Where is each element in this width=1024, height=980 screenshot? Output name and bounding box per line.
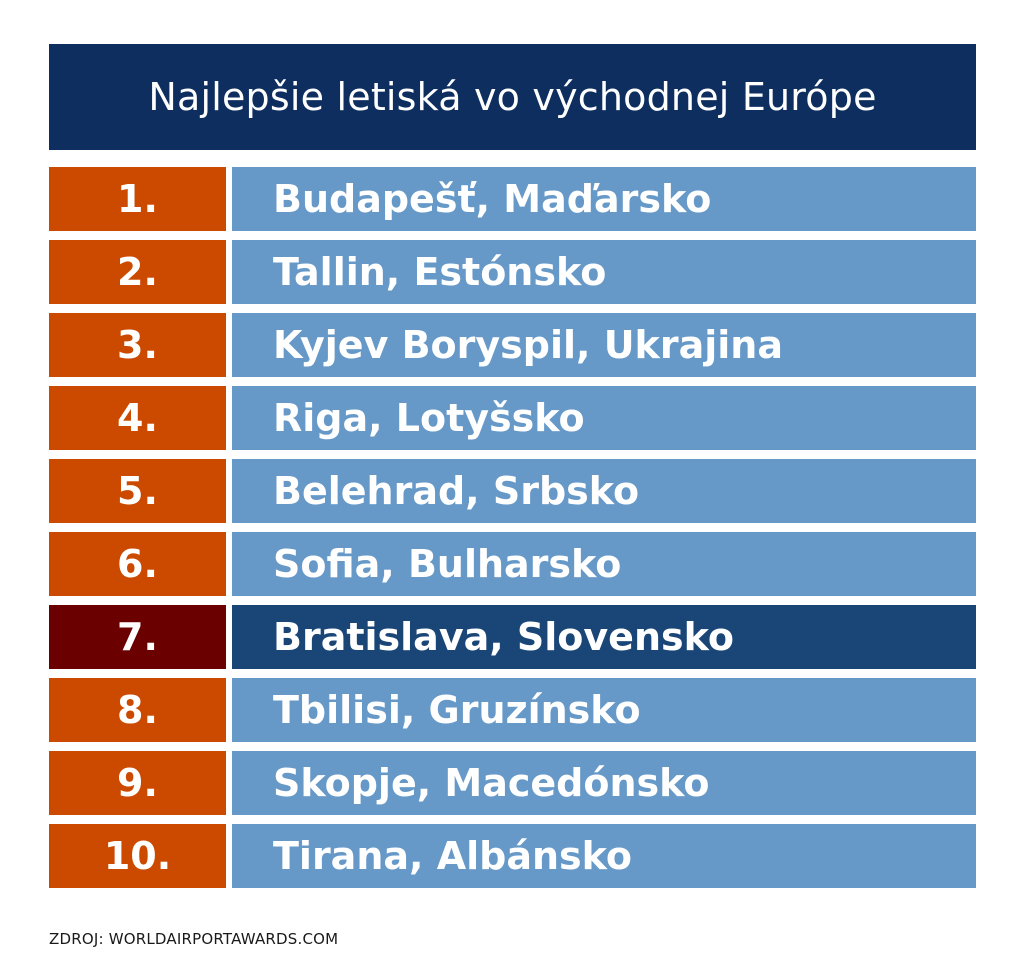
airport-cell: Riga, Lotyšsko [232, 386, 976, 450]
airport-cell: Belehrad, Srbsko [232, 459, 976, 523]
rank-cell: 9. [49, 751, 226, 815]
title-bar: Najlepšie letiská vo východnej Európe [49, 44, 976, 150]
airport-cell: Kyjev Boryspil, Ukrajina [232, 313, 976, 377]
rank-cell: 4. [49, 386, 226, 450]
airport-cell: Tirana, Albánsko [232, 824, 976, 888]
source-note: ZDROJ: WORLDAIRPORTAWARDS.COM [49, 930, 339, 948]
table-row: 6. Sofia, Bulharsko [49, 532, 976, 596]
rank-cell: 8. [49, 678, 226, 742]
table-row: 8. Tbilisi, Gruzínsko [49, 678, 976, 742]
table-row: 4. Riga, Lotyšsko [49, 386, 976, 450]
airport-cell: Bratislava, Slovensko [232, 605, 976, 669]
rank-cell: 2. [49, 240, 226, 304]
table-row: 3. Kyjev Boryspil, Ukrajina [49, 313, 976, 377]
table-row: 2. Tallin, Estónsko [49, 240, 976, 304]
rank-cell: 5. [49, 459, 226, 523]
rank-cell: 6. [49, 532, 226, 596]
table-row: 5. Belehrad, Srbsko [49, 459, 976, 523]
ranking-table: 1. Budapešť, Maďarsko 2. Tallin, Estónsko 3.… [49, 167, 976, 897]
table-row: 1. Budapešť, Maďarsko [49, 167, 976, 231]
table-row: 10. Tirana, Albánsko [49, 824, 976, 888]
rank-cell: 10. [49, 824, 226, 888]
table-row: 7. Bratislava, Slovensko [49, 605, 976, 669]
airport-cell: Budapešť, Maďarsko [232, 167, 976, 231]
chart-title: Najlepšie letiská vo východnej Európe [148, 75, 877, 119]
rank-cell: 3. [49, 313, 226, 377]
rank-cell: 7. [49, 605, 226, 669]
airport-cell: Sofia, Bulharsko [232, 532, 976, 596]
rank-cell: 1. [49, 167, 226, 231]
airport-cell: Tbilisi, Gruzínsko [232, 678, 976, 742]
table-row: 9. Skopje, Macedónsko [49, 751, 976, 815]
airport-cell: Tallin, Estónsko [232, 240, 976, 304]
airport-cell: Skopje, Macedónsko [232, 751, 976, 815]
